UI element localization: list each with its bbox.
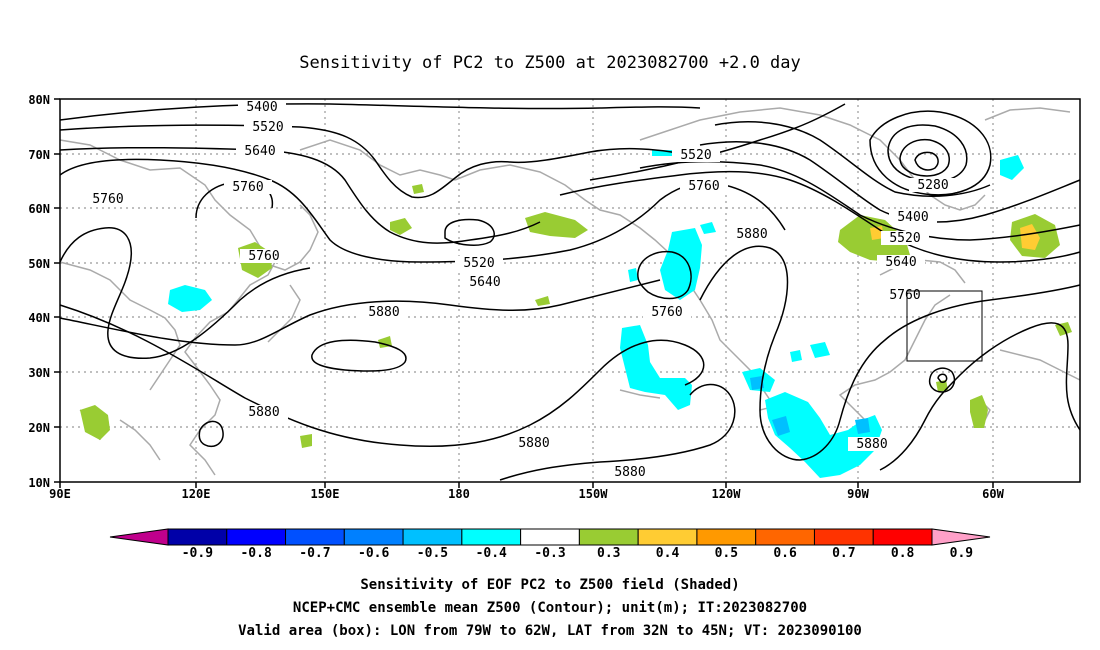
- contour-label: 5640: [244, 144, 275, 159]
- valid-area-box: [906, 290, 983, 362]
- lon-labels: 90E 120E 150E 180 150W 120W 90W 60W: [49, 487, 1004, 501]
- lon-label: 150W: [579, 487, 609, 501]
- colorbar-cell: [167, 528, 228, 546]
- lat-label: 30N: [28, 366, 50, 380]
- colorbar-cell: [226, 528, 287, 546]
- contour-label: 5400: [897, 210, 928, 225]
- figure-title: Sensitivity of PC2 to Z500 at 2023082700…: [299, 53, 801, 73]
- contour-label: 5880: [368, 305, 399, 320]
- colorbar-label: -0.3: [534, 546, 565, 561]
- contour-label: 5520: [889, 231, 920, 246]
- lon-label: 150E: [311, 487, 340, 501]
- colorbar-label: -0.6: [358, 546, 389, 561]
- colorbar-cell: [343, 528, 404, 546]
- colorbar-label: 0.8: [891, 546, 915, 561]
- footer-line-3: Valid area (box): LON from 79W to 62W, L…: [238, 623, 862, 639]
- lon-label: 90W: [847, 487, 869, 501]
- colorbar-cell: [578, 528, 639, 546]
- contour-label: 5520: [463, 256, 494, 271]
- lat-label: 80N: [28, 93, 50, 107]
- lon-label: 120E: [182, 487, 211, 501]
- contour-label: 5640: [469, 275, 500, 290]
- lat-label: 50N: [28, 257, 50, 271]
- colorbar-label: -0.5: [417, 546, 448, 561]
- colorbar-label: 0.9: [950, 546, 973, 561]
- lon-label: 90E: [49, 487, 71, 501]
- colorbar-label: -0.8: [240, 546, 271, 561]
- colorbar-label: 0.4: [656, 546, 680, 561]
- footer-line-1: Sensitivity of EOF PC2 to Z500 field (Sh…: [360, 577, 739, 593]
- colorbar-high-end: [931, 528, 991, 546]
- colorbar-label: -0.7: [299, 546, 330, 561]
- footer-line-2: NCEP+CMC ensemble mean Z500 (Contour); u…: [293, 600, 807, 616]
- contour-label: 5880: [248, 405, 279, 420]
- colorbar-label: 0.3: [597, 546, 620, 561]
- coastlines: [59, 107, 1081, 476]
- lat-label: 60N: [28, 202, 50, 216]
- colorbar-cell: [285, 528, 345, 546]
- contour-label: 5520: [252, 120, 283, 135]
- contour-label: 5880: [518, 436, 549, 451]
- lat-label: 40N: [28, 311, 50, 325]
- lon-label: 180: [448, 487, 470, 501]
- colorbar-cell: [402, 528, 463, 546]
- contour-label: 5880: [856, 437, 887, 452]
- shading-negative: [168, 150, 1024, 478]
- colorbar-cell: [755, 528, 815, 546]
- lon-label: 120W: [712, 487, 742, 501]
- contour-label: 5640: [885, 255, 916, 270]
- tick-marks: [54, 98, 994, 488]
- lat-label: 20N: [28, 421, 50, 435]
- colorbar-label: 0.7: [832, 546, 855, 561]
- colorbar-cell: [696, 528, 757, 546]
- graticule: [60, 99, 1080, 482]
- colorbar-cell: [637, 528, 698, 546]
- colorbar: -0.9 -0.8 -0.7 -0.6 -0.5 -0.4 -0.3 0.3 0.4 0.5 0.6…: [109, 528, 991, 561]
- colorbar-cell: [872, 528, 933, 546]
- contour-label: 5760: [889, 288, 920, 303]
- shading-negative-strong: [750, 376, 870, 436]
- contour-labels: 5400 5520 5640 5760 5760 5760 5520 5640 …: [84, 100, 957, 480]
- contour-label: 5400: [246, 100, 277, 115]
- colorbar-label: -0.9: [182, 546, 213, 561]
- colorbar-label: 0.6: [773, 546, 797, 561]
- colorbar-cell: [461, 528, 522, 546]
- contour-label: 5520: [680, 148, 711, 163]
- contour-label: 5760: [232, 180, 263, 195]
- lat-labels: 80N 70N 60N 50N 40N 30N 20N 10N: [28, 93, 50, 490]
- contour-label: 5880: [736, 227, 767, 242]
- colorbar-low-end: [109, 528, 169, 546]
- contour-label: 5280: [917, 178, 948, 193]
- lat-label: 10N: [28, 476, 50, 490]
- colorbar-label: -0.4: [476, 546, 507, 561]
- colorbar-cell: [520, 528, 580, 546]
- colorbar-label: 0.5: [715, 546, 738, 561]
- contour-label: 5760: [651, 305, 682, 320]
- contour-label: 5880: [614, 465, 645, 480]
- map-frame: [59, 98, 1081, 483]
- lat-label: 70N: [28, 148, 50, 162]
- contour-label: 5760: [248, 249, 279, 264]
- contour-label: 5760: [92, 192, 123, 207]
- contour-label: 5760: [688, 179, 719, 194]
- colorbar-cell: [813, 528, 874, 546]
- lon-label: 60W: [982, 487, 1004, 501]
